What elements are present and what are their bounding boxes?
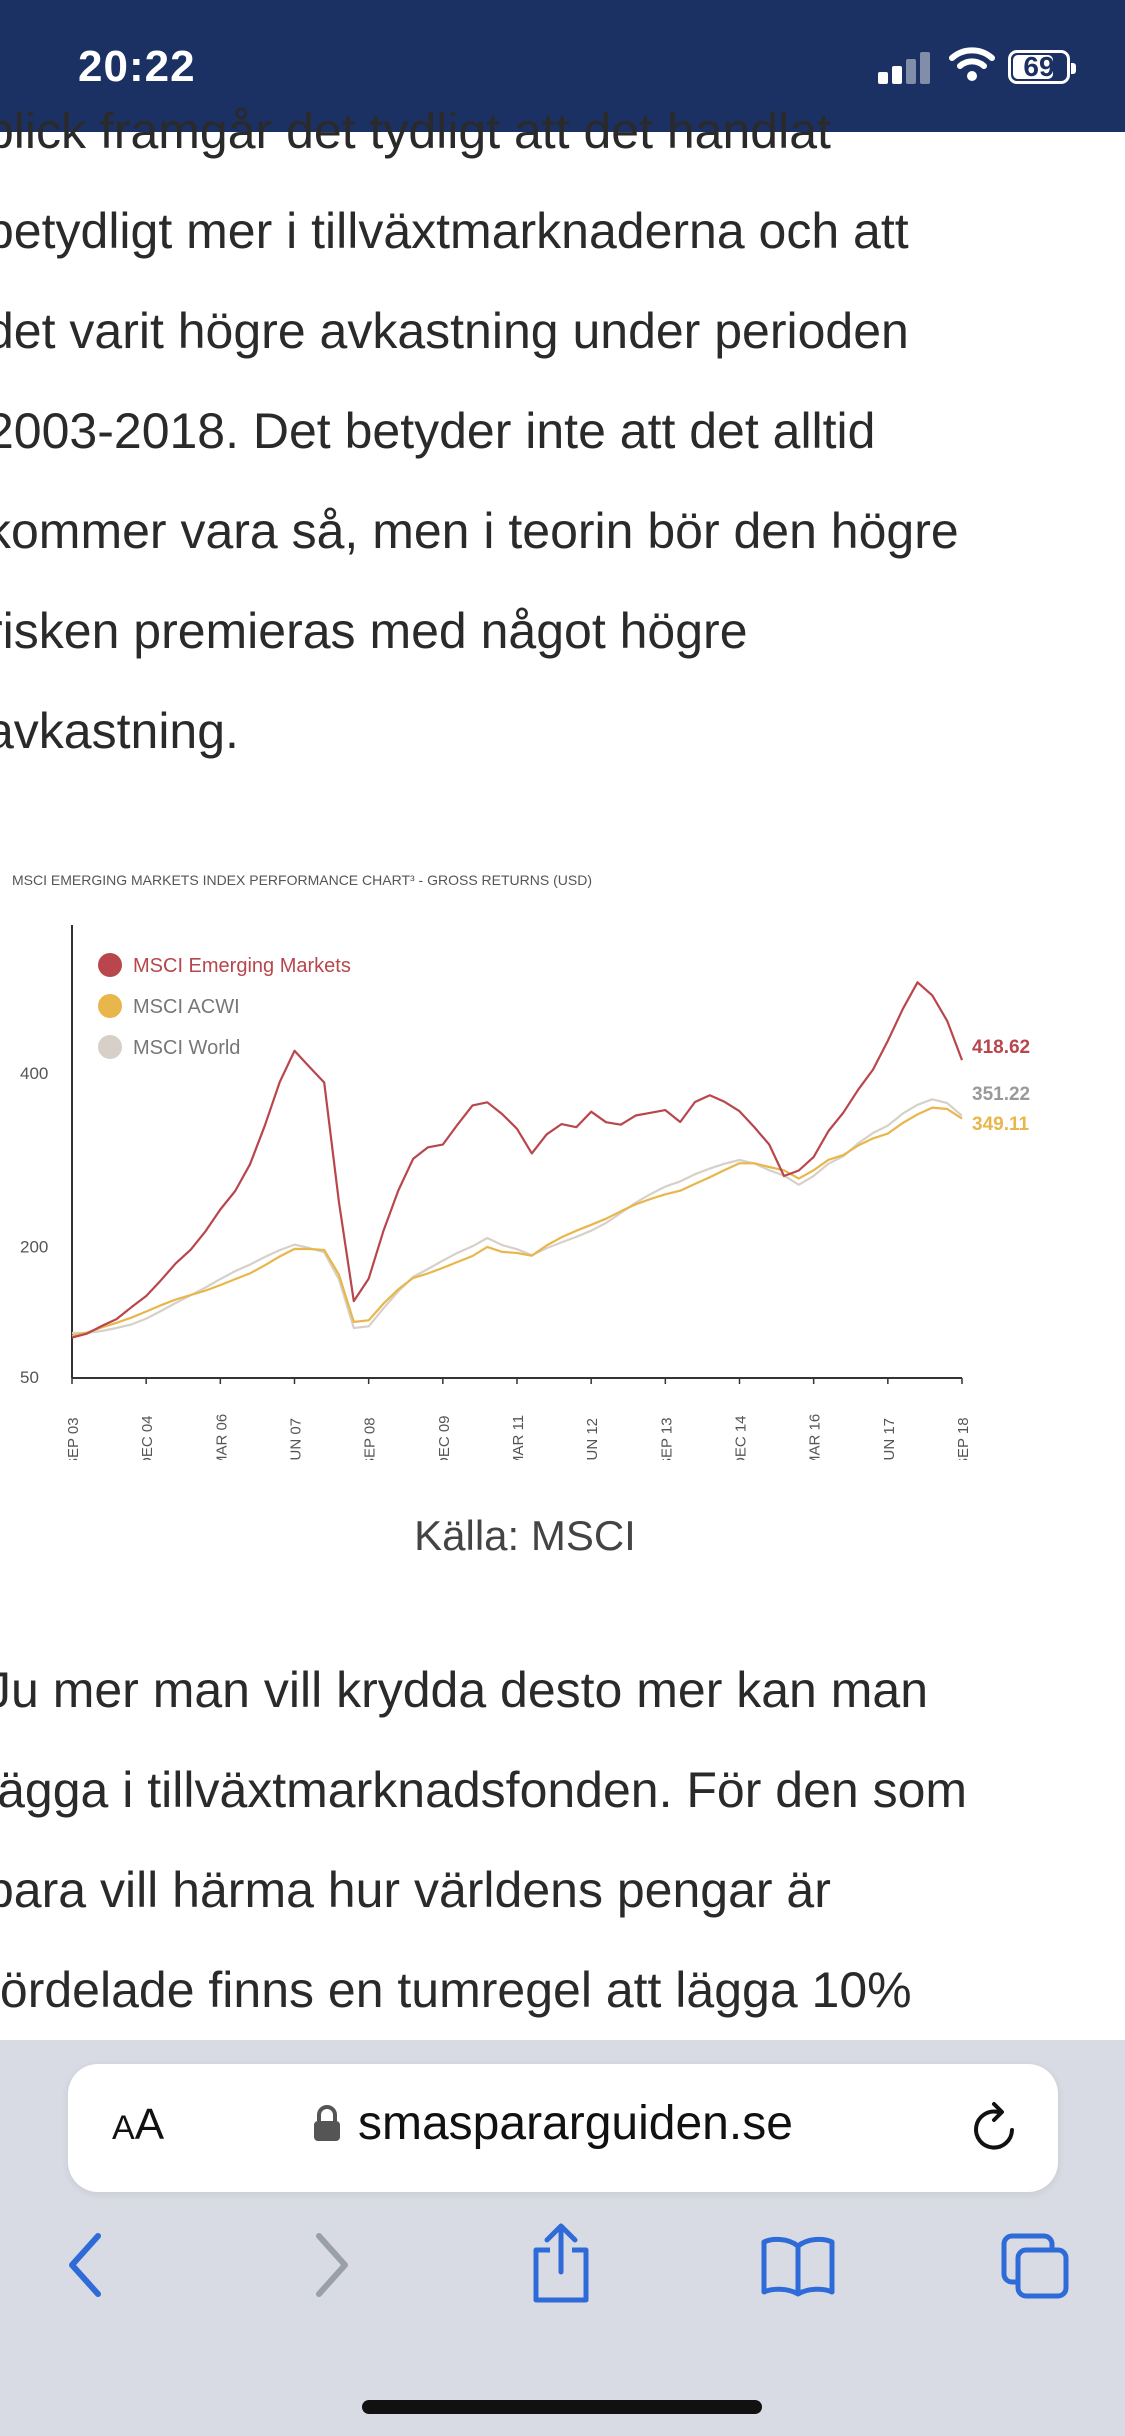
x-tick-label: DEC 14: [733, 1415, 750, 1460]
reload-icon[interactable]: [968, 2100, 1022, 2156]
x-tick-label: DEC 04: [139, 1415, 156, 1460]
text-line: bara vill härma hur världens pengar är: [0, 1862, 831, 1918]
address-bar[interactable]: AA smaspararguiden.se: [68, 2064, 1058, 2192]
home-indicator: [362, 2400, 762, 2414]
x-tick-label: MAR 06: [213, 1414, 230, 1460]
battery-icon: 69: [1008, 50, 1076, 84]
x-tick-label: SEP 13: [658, 1417, 675, 1460]
y-tick-label: 200: [20, 1238, 48, 1257]
legend-marker: [98, 994, 122, 1018]
text-line: avkastning.: [0, 703, 239, 759]
share-icon[interactable]: [530, 2222, 592, 2306]
cellular-signal-icon: [878, 52, 934, 84]
performance-chart: MSCI EMERGING MARKETS INDEX PERFORMANCE …: [12, 872, 1030, 1460]
text-line: fördelade finns en tumregel att lägga 10…: [0, 1962, 912, 2018]
x-tick-label: JUN 07: [288, 1418, 305, 1460]
status-bar: 20:22 69: [0, 0, 1125, 132]
bookmarks-icon[interactable]: [760, 2236, 836, 2298]
text-line: Ju mer man vill krydda desto mer kan man: [0, 1662, 929, 1718]
text-line: kommer vara så, men i teorin bör den hög…: [0, 503, 959, 559]
chart-title: MSCI EMERGING MARKETS INDEX PERFORMANCE …: [12, 872, 592, 888]
legend-label: MSCI World: [133, 1037, 240, 1059]
series-line: [71, 981, 964, 1339]
y-tick-label: 50: [20, 1368, 39, 1387]
legend-marker: [98, 953, 122, 977]
tabs-icon[interactable]: [1000, 2232, 1072, 2302]
end-value-label: 351.22: [972, 1084, 1030, 1105]
article-paragraph-1: blick framgår det tydligt att det handla…: [0, 81, 1125, 781]
status-time: 20:22: [78, 42, 196, 91]
chart-caption: Källa: MSCI: [414, 1512, 636, 1559]
text-line: lägga i tillväxtmarknadsfonden. För den …: [0, 1762, 968, 1818]
series-line: [71, 1098, 963, 1335]
x-tick-label: MAR 11: [510, 1415, 527, 1460]
back-icon[interactable]: [62, 2230, 112, 2300]
x-tick-label: DEC 09: [436, 1415, 453, 1460]
text-line: blick framgår det tydligt att det handla…: [0, 103, 831, 159]
legend-marker: [98, 1035, 122, 1059]
text-line: risken premieras med något högre: [0, 603, 748, 659]
end-value-label: 418.62: [972, 1037, 1030, 1058]
text-line: betydligt mer i tillväxtmarknaderna och …: [0, 203, 909, 259]
x-tick-label: SEP 18: [955, 1417, 972, 1460]
chart-plot-area: 50 200 400 SEP 03 DEC 04 MAR 06 JUN 07 SEP 08 DE…: [20, 925, 1030, 1460]
url-text[interactable]: smaspararguiden.se: [358, 2097, 793, 2150]
battery-level: 69: [1023, 51, 1055, 82]
lock-icon: [314, 2105, 340, 2141]
series-line: [71, 1106, 963, 1338]
end-value-label: 349.11: [972, 1114, 1029, 1135]
text-line: det varit högre avkastning under periode…: [0, 303, 909, 359]
forward-icon[interactable]: [305, 2230, 355, 2300]
x-tick-label: MAR 16: [807, 1414, 824, 1460]
text-line: 2003-2018. Det betyder inte att det allt…: [0, 403, 876, 459]
x-tick-label: JUN 12: [584, 1418, 601, 1460]
x-tick-label: JUN 17: [881, 1418, 898, 1460]
article-paragraph-2: Ju mer man vill krydda desto mer kan man…: [0, 1640, 1125, 2040]
wifi-icon: [949, 47, 995, 81]
legend-label: MSCI ACWI: [133, 996, 240, 1018]
legend-label: MSCI Emerging Markets: [133, 955, 351, 977]
x-tick-label: SEP 03: [65, 1417, 82, 1460]
reader-settings-button[interactable]: AA: [112, 2100, 165, 2149]
y-tick-label: 400: [20, 1064, 48, 1083]
x-tick-label: SEP 08: [362, 1417, 379, 1460]
